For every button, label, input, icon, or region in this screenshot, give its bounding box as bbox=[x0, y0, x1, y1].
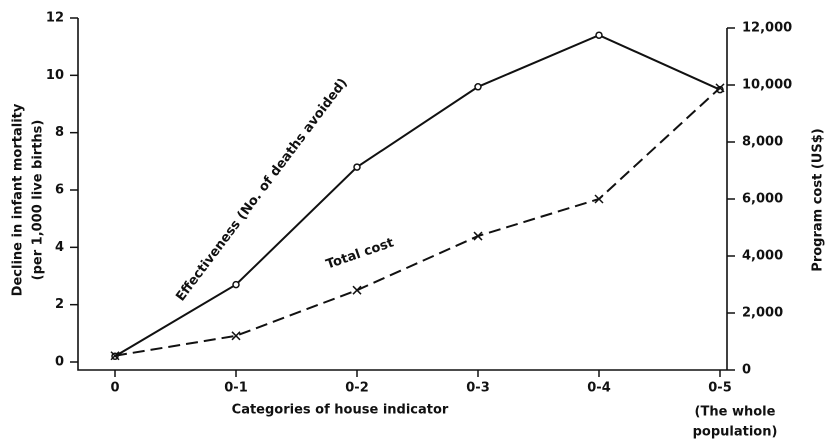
series-label: Total cost bbox=[324, 235, 396, 272]
y2-tick-label: 10,000 bbox=[742, 78, 792, 93]
y-tick-label: 4 bbox=[55, 240, 64, 255]
y2-axis-label: Program cost (US$) bbox=[811, 128, 826, 271]
y-axis-label: (per 1,000 live births) bbox=[31, 120, 46, 281]
marker bbox=[595, 31, 603, 39]
y-tick-label: 10 bbox=[46, 68, 64, 83]
x-tick-label: 0 bbox=[110, 381, 119, 396]
y-tick-label: 8 bbox=[55, 125, 64, 140]
x-axis-label: Categories of house indicator bbox=[232, 403, 449, 418]
x-tick-label: 0-1 bbox=[224, 381, 248, 396]
x-tick-label: 0-2 bbox=[345, 381, 369, 396]
y-tick-label: 0 bbox=[55, 355, 64, 370]
y-tick-label: 12 bbox=[46, 11, 64, 26]
marker bbox=[352, 285, 362, 295]
x-tick-label: 0-5 bbox=[708, 381, 732, 396]
y-tick-label: 2 bbox=[55, 297, 64, 312]
marker bbox=[474, 83, 482, 91]
x-tick-label: 0-4 bbox=[587, 381, 611, 396]
x-tick-label: 0-3 bbox=[466, 381, 490, 396]
y2-tick-label: 0 bbox=[742, 363, 751, 378]
marker bbox=[473, 231, 483, 241]
series-label: Effectiveness (No. of deaths avoided) bbox=[173, 76, 350, 305]
y2-tick-label: 6,000 bbox=[742, 192, 783, 207]
axes bbox=[77, 18, 728, 371]
marker bbox=[353, 163, 361, 171]
y2-tick-label: 2,000 bbox=[742, 306, 783, 321]
x-note: (The whole bbox=[695, 405, 776, 420]
x-note: population) bbox=[693, 425, 778, 440]
marker bbox=[715, 83, 725, 93]
marker bbox=[110, 351, 120, 361]
y-axis-label: Decline in infant mortality bbox=[11, 103, 26, 296]
marker bbox=[231, 331, 241, 341]
y-tick-label: 6 bbox=[55, 183, 64, 198]
marker bbox=[594, 194, 604, 204]
y2-tick-label: 4,000 bbox=[742, 249, 783, 264]
y2-tick-label: 8,000 bbox=[742, 135, 783, 150]
series-line bbox=[114, 34, 721, 358]
marker bbox=[232, 280, 240, 289]
y2-tick-label: 12,000 bbox=[742, 21, 792, 36]
